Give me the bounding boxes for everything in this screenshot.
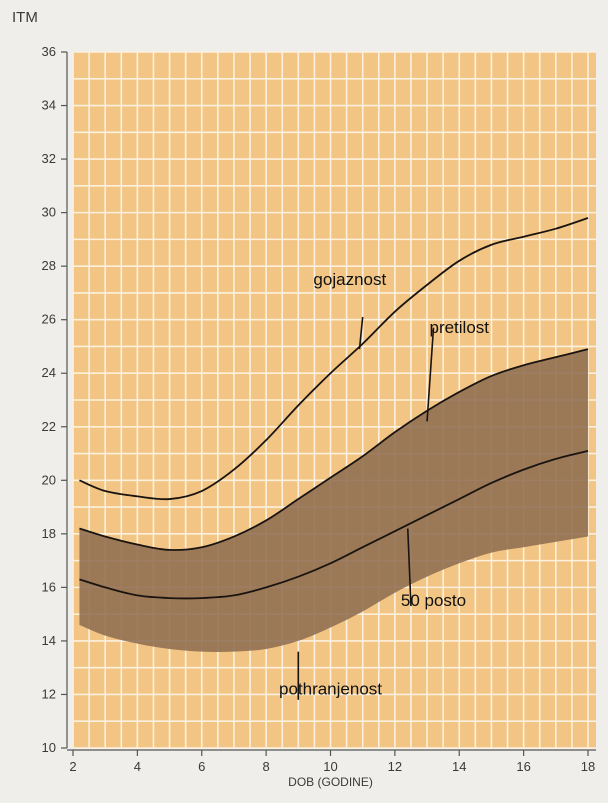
series-lines xyxy=(79,217,589,600)
y-tick-label: 26 xyxy=(42,312,56,327)
y-tick-label: 24 xyxy=(42,365,56,380)
series-line-pretilost xyxy=(79,348,589,551)
y-tick-label: 16 xyxy=(42,579,56,594)
y-tick-label: 12 xyxy=(42,686,56,701)
x-tick-label: 6 xyxy=(198,759,205,774)
y-tick-label: 34 xyxy=(42,98,56,113)
y-tick-label: 32 xyxy=(42,151,56,166)
x-tick-label: 10 xyxy=(323,759,337,774)
x-tick-label: 4 xyxy=(134,759,141,774)
y-axis-label: ITM xyxy=(12,9,38,26)
y-tick-label: 36 xyxy=(42,44,56,59)
y-tick-label: 18 xyxy=(42,526,56,541)
x-tick-label: 18 xyxy=(581,759,595,774)
x-tick-label: 12 xyxy=(388,759,402,774)
series-line-gojaznost xyxy=(79,217,589,501)
y-tick-label: 28 xyxy=(42,258,56,273)
x-axis-label: DOB (GODINE) xyxy=(288,775,373,789)
series-line-50-posto xyxy=(79,449,589,600)
y-tick-label: 14 xyxy=(42,633,56,648)
y-tick-label: 20 xyxy=(42,472,56,487)
annotation-label-gojaznost: gojaznost xyxy=(313,270,386,289)
y-tick-label: 22 xyxy=(42,419,56,434)
annotation-pointer xyxy=(426,327,435,422)
annotation-label-pothranjenost: pothranjenost xyxy=(279,679,382,698)
percentile-band xyxy=(79,349,588,652)
annotation-pointer xyxy=(358,316,364,350)
x-tick-label: 16 xyxy=(516,759,530,774)
annotation-label-pretilost: pretilost xyxy=(429,318,489,337)
x-tick-label: 2 xyxy=(69,759,76,774)
annotation-label-50-posto: 50 posto xyxy=(401,591,466,610)
annotations: gojaznost pretilost 50 posto pothranjenost xyxy=(279,270,489,700)
annotation-pointer xyxy=(406,528,412,607)
band-area xyxy=(79,349,588,652)
y-tick-label: 10 xyxy=(42,740,56,755)
y-tick-label: 30 xyxy=(42,205,56,220)
x-tick-label: 8 xyxy=(263,759,270,774)
x-tick-label: 14 xyxy=(452,759,466,774)
